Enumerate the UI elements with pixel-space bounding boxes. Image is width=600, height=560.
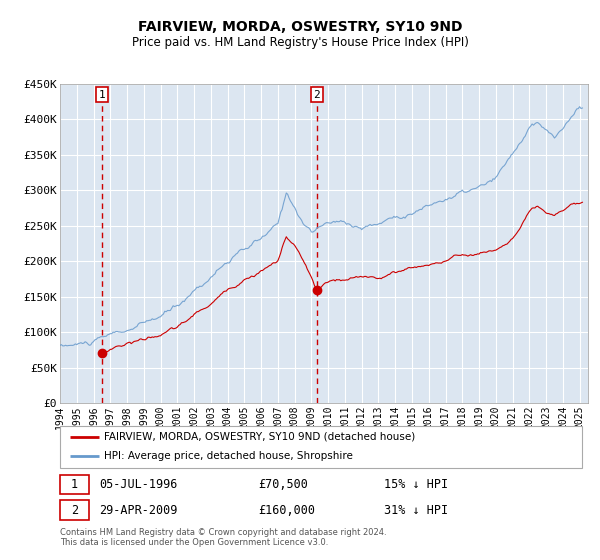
Text: 15% ↓ HPI: 15% ↓ HPI	[383, 478, 448, 491]
Text: Price paid vs. HM Land Registry's House Price Index (HPI): Price paid vs. HM Land Registry's House …	[131, 36, 469, 49]
Text: 1: 1	[71, 478, 78, 491]
Text: 05-JUL-1996: 05-JUL-1996	[99, 478, 178, 491]
Text: 1: 1	[98, 90, 105, 100]
Text: £70,500: £70,500	[259, 478, 308, 491]
Text: 2: 2	[314, 90, 320, 100]
Text: Contains HM Land Registry data © Crown copyright and database right 2024.
This d: Contains HM Land Registry data © Crown c…	[60, 528, 386, 547]
Text: HPI: Average price, detached house, Shropshire: HPI: Average price, detached house, Shro…	[104, 451, 353, 461]
Text: FAIRVIEW, MORDA, OSWESTRY, SY10 9ND: FAIRVIEW, MORDA, OSWESTRY, SY10 9ND	[138, 20, 462, 34]
Text: 2: 2	[71, 503, 78, 516]
Text: FAIRVIEW, MORDA, OSWESTRY, SY10 9ND (detached house): FAIRVIEW, MORDA, OSWESTRY, SY10 9ND (det…	[104, 432, 416, 442]
Text: 31% ↓ HPI: 31% ↓ HPI	[383, 503, 448, 516]
Bar	[60, 475, 89, 494]
Bar	[60, 500, 89, 520]
Text: £160,000: £160,000	[259, 503, 316, 516]
Text: 29-APR-2009: 29-APR-2009	[99, 503, 178, 516]
